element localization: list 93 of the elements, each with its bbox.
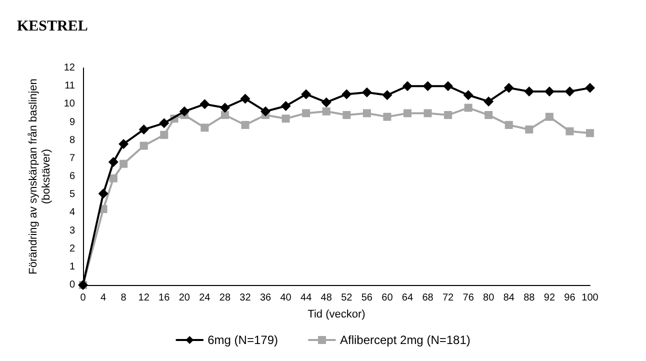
y-tick-label: 12	[64, 62, 76, 74]
x-tick-label: 12	[138, 292, 150, 304]
y-tick-label: 11	[64, 80, 76, 92]
point	[464, 104, 472, 112]
x-tick-label: 60	[382, 292, 394, 304]
y-tick-label: 5	[69, 189, 76, 200]
y-tick-label: 9	[69, 116, 76, 128]
x-tick-label: 92	[544, 292, 556, 304]
point	[109, 174, 118, 182]
point	[564, 86, 575, 97]
point	[241, 120, 250, 129]
x-tick-label: 72	[442, 292, 454, 304]
y-tick-label: 1	[69, 261, 76, 272]
y-tick-label: 2	[69, 243, 76, 254]
point	[362, 109, 371, 118]
y-tick-label: 10	[64, 98, 76, 110]
point	[383, 112, 392, 121]
chart-title: KESTREL	[17, 18, 88, 34]
x-tick-label: 48	[320, 292, 332, 304]
x-tick-label: 8	[120, 292, 127, 304]
point	[402, 81, 412, 92]
x-tick-label: 96	[564, 292, 576, 304]
x-tick-label: 80	[483, 292, 495, 304]
point	[200, 124, 209, 132]
point	[301, 89, 312, 100]
point	[382, 90, 392, 100]
point	[586, 129, 594, 138]
x-tick-label: 36	[260, 292, 272, 304]
point	[138, 124, 149, 134]
point	[200, 99, 210, 110]
x-tick-label: 20	[178, 292, 190, 304]
x-tick-label: 16	[158, 292, 170, 304]
x-axis-title: Tid (veckor)	[308, 308, 366, 320]
x-tick-label: 100	[582, 292, 599, 304]
y-tick-label: 4	[69, 207, 76, 218]
point	[240, 94, 250, 104]
point	[220, 102, 230, 113]
point	[118, 138, 129, 149]
x-tick-label: 68	[422, 292, 434, 304]
y-tick-label: 6	[69, 171, 76, 182]
legend-label: 6mg (N=179)	[208, 333, 278, 347]
x-tick-label: 52	[341, 292, 353, 304]
point	[260, 106, 271, 116]
point	[362, 87, 372, 98]
x-tick-label: 84	[503, 292, 515, 304]
point	[422, 81, 433, 92]
x-tick-label: 64	[402, 292, 414, 304]
point	[504, 120, 513, 129]
point	[585, 82, 595, 93]
x-tick-label: 28	[219, 292, 231, 304]
point	[566, 127, 574, 136]
point	[424, 109, 432, 118]
point	[524, 86, 534, 97]
point	[108, 157, 118, 168]
point	[484, 96, 494, 106]
y-tick-label: 3	[69, 225, 76, 236]
point	[403, 109, 412, 118]
x-tick-label: 76	[462, 292, 474, 304]
point	[280, 100, 291, 111]
point	[322, 107, 330, 116]
point	[321, 97, 332, 108]
point	[120, 160, 128, 168]
y-axis-title: Förändring av synskärpan från baslinjen (bokstäver)	[27, 78, 52, 274]
point	[484, 111, 493, 120]
point	[342, 89, 352, 100]
point	[160, 130, 168, 139]
point	[544, 86, 554, 97]
point	[342, 111, 351, 120]
x-tick-label: 0	[80, 292, 86, 304]
y-tick-label: 7	[69, 152, 76, 164]
x-tick-label: 4	[100, 292, 106, 304]
point	[463, 90, 474, 100]
point	[159, 118, 170, 128]
point	[179, 106, 190, 116]
point	[525, 125, 534, 134]
y-tick-label: 8	[69, 134, 76, 146]
point	[504, 82, 514, 93]
x-tick-label: 24	[199, 292, 211, 304]
x-tick-label: 32	[240, 292, 252, 304]
point	[220, 111, 229, 120]
x-tick-label: 56	[361, 292, 373, 304]
point	[443, 81, 454, 92]
x-tick-label: 40	[280, 292, 292, 304]
x-tick-label: 88	[524, 292, 536, 304]
point	[545, 112, 554, 121]
legend-label: Aflibercept 2mg (N=181)	[340, 333, 470, 347]
point	[444, 111, 452, 120]
point	[302, 109, 310, 118]
y-tick-label: 0	[69, 280, 76, 290]
point	[282, 114, 290, 123]
point	[98, 188, 108, 199]
x-tick-label: 44	[300, 292, 312, 304]
point	[140, 142, 148, 150]
